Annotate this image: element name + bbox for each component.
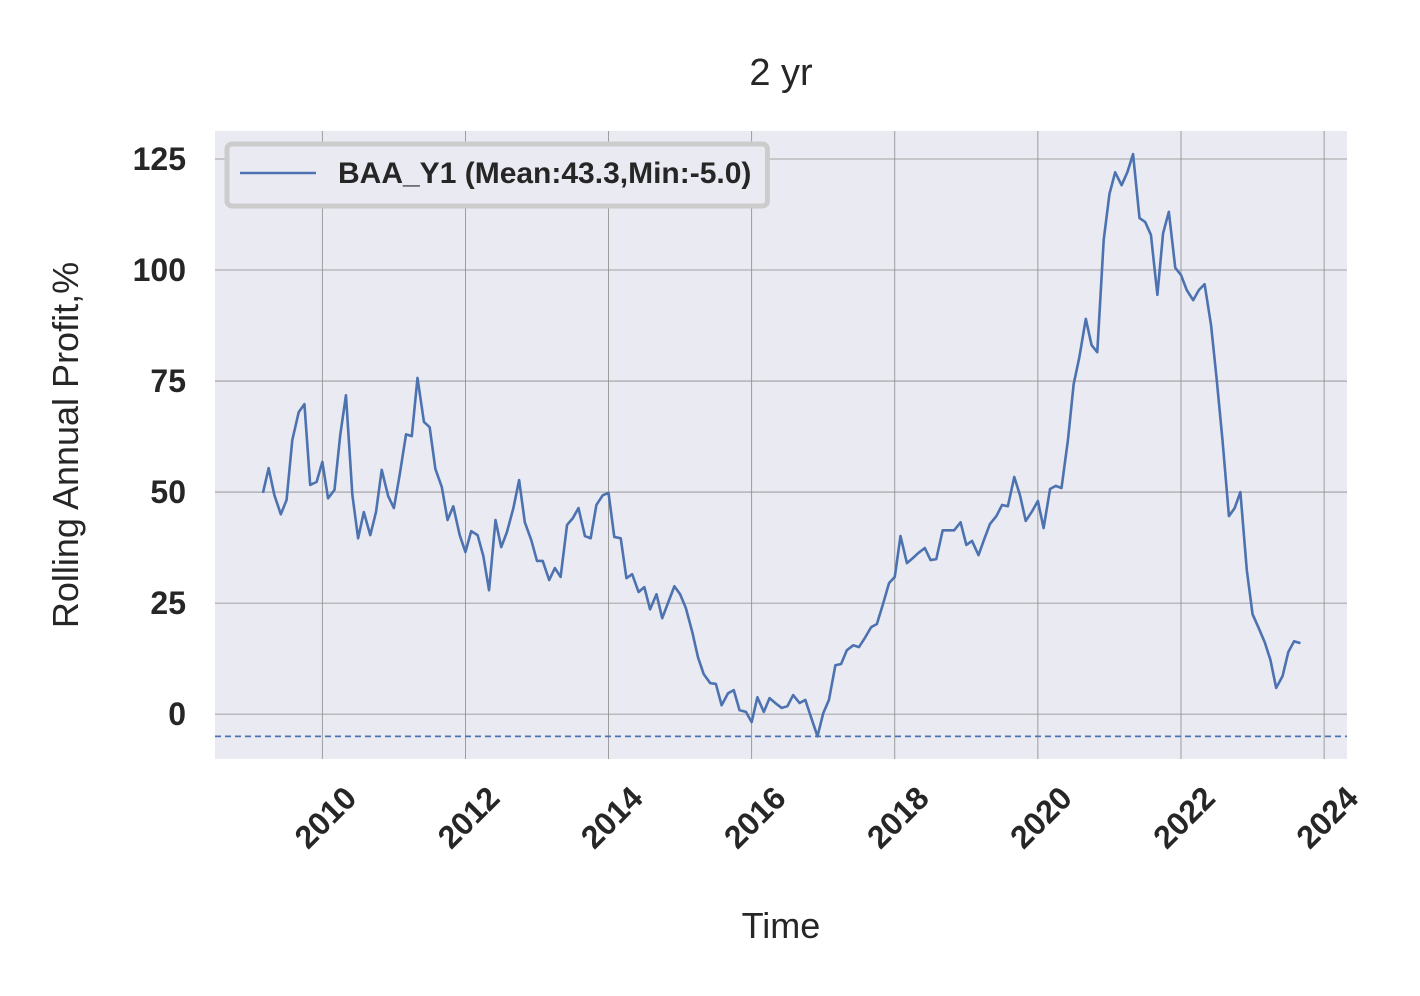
y-tick-label: 0 <box>168 696 186 732</box>
y-tick-label: 75 <box>150 363 186 399</box>
x-tick-label: 2022 <box>1146 779 1222 855</box>
x-tick-label: 2012 <box>431 779 507 855</box>
legend-box <box>224 141 770 209</box>
chart-title: 2 yr <box>749 52 813 94</box>
x-tick-label: 2010 <box>287 779 363 855</box>
y-axis-label: Rolling Annual Profit,% <box>45 262 86 628</box>
y-tick-label: 125 <box>133 141 186 177</box>
legend: BAA_Y1 (Mean:43.3,Min:-5.0) <box>224 141 770 209</box>
plot-area <box>215 131 1347 759</box>
x-tick-label: 2014 <box>574 779 650 855</box>
y-tick-label: 100 <box>133 252 186 288</box>
data-line <box>261 152 1301 738</box>
x-tick-label: 2024 <box>1289 779 1365 855</box>
y-tick-label: 25 <box>150 585 186 621</box>
x-tick-label: 2016 <box>717 779 793 855</box>
legend-label: BAA_Y1 (Mean:43.3,Min:-5.0) <box>338 157 751 190</box>
x-axis-label: Time <box>742 905 821 946</box>
x-tick-label: 2020 <box>1003 779 1079 855</box>
marks <box>215 152 1347 738</box>
y-tick-label: 50 <box>150 474 186 510</box>
x-tick-label: 2018 <box>860 779 936 855</box>
